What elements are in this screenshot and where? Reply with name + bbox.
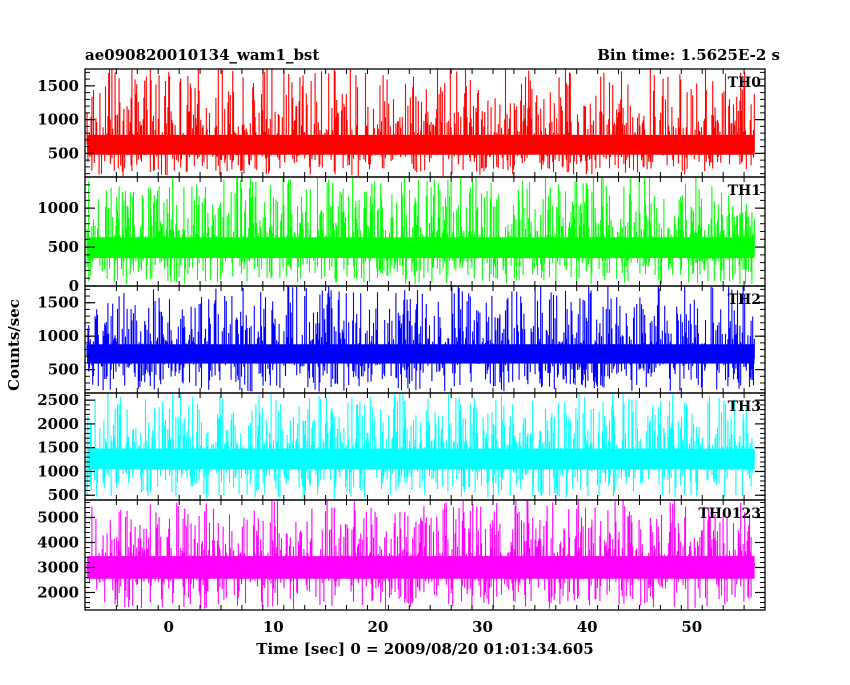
chart-subtitle: Bin time: 1.5625E-2 s (597, 46, 780, 64)
x-tick-label: 50 (681, 618, 702, 636)
y-tick-label: 1000 (37, 327, 79, 345)
series-th0123-trace (86, 500, 755, 610)
y-tick-label: 5000 (37, 509, 79, 527)
y-tick-label: 500 (48, 486, 79, 504)
series-th3-trace (86, 393, 755, 499)
panel-th2: 500 1000 1500 TH2 (37, 285, 766, 394)
y-tick-label: 1500 (37, 77, 79, 95)
y-tick-label: 500 (48, 361, 79, 379)
y-tick-label: 1000 (37, 199, 79, 217)
y-axis-label: Counts/sec (5, 299, 23, 391)
chart-title: ae090820010134_wam1_bst (85, 46, 319, 64)
x-tick-label: 20 (367, 618, 388, 636)
y-tick-label: 3000 (37, 559, 79, 577)
panel-label-th3: TH3 (728, 399, 761, 415)
y-tick-label: 1000 (37, 462, 79, 480)
series-th0123-band (87, 556, 755, 579)
y-tick-label: 1500 (37, 439, 79, 457)
y-tick-label: 4000 (37, 534, 79, 552)
panel-label-th2: TH2 (728, 292, 761, 308)
series-th3-band (87, 448, 755, 470)
x-tick-label: 30 (472, 618, 493, 636)
panel-th3: 500 1000 1500 2000 2500 TH3 (37, 391, 766, 504)
series-th0-trace (86, 69, 755, 177)
y-tick-label: 1500 (37, 294, 79, 312)
series-th2-trace (86, 286, 755, 392)
y-tick-label: 0 (69, 277, 79, 295)
series-th0-band (87, 134, 755, 155)
y-tick-label: 500 (48, 238, 79, 256)
panel-th0: 500 1000 1500 TH0 (37, 68, 766, 178)
x-axis-label: Time [sec] 0 = 2009/08/20 01:01:34.605 (256, 640, 593, 658)
y-tick-label: 2500 (37, 391, 79, 409)
x-tick-label: 0 (163, 618, 173, 636)
series-th1-band (87, 237, 755, 258)
y-tick-label: 2000 (37, 584, 79, 602)
y-tick-label: 2000 (37, 415, 79, 433)
x-tick-label: 10 (263, 618, 284, 636)
series-th2-band (87, 344, 755, 364)
panel-frame (84, 499, 766, 611)
panel-label-th1: TH1 (728, 183, 761, 199)
panel-label-th0: TH0 (728, 75, 762, 91)
panel-frame (84, 176, 766, 287)
y-tick-label: 500 (48, 144, 79, 162)
series-th1-trace (86, 177, 755, 285)
x-tick-label: 40 (577, 618, 598, 636)
panel-label-th0123: TH0123 (698, 506, 761, 522)
panel-th1: 0 500 1000 TH1 (37, 176, 766, 295)
y-tick-label: 1000 (37, 111, 79, 129)
panel-th0123: 2000 3000 4000 5000 TH0123 (37, 499, 766, 611)
